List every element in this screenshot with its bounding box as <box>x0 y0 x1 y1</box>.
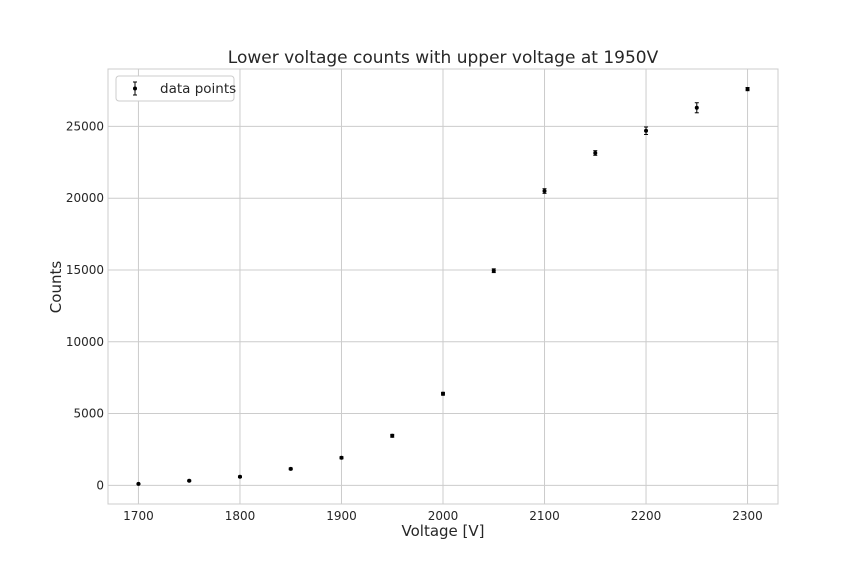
point-marker <box>187 478 192 483</box>
x-tick-labels: 1700 1800 1900 2000 2100 2200 2300 <box>123 509 763 523</box>
legend-label: data points <box>160 81 236 97</box>
point-marker <box>694 105 699 110</box>
point-marker <box>288 466 293 471</box>
data-point <box>288 466 293 471</box>
data-point <box>644 126 649 135</box>
legend-marker-icon <box>133 81 137 96</box>
point-marker <box>593 150 598 155</box>
plot-frame <box>107 68 779 505</box>
y-tick-labels: 0 5000 10000 15000 20000 25000 <box>66 119 104 492</box>
data-point <box>593 150 598 156</box>
y-axis-label: Counts <box>47 261 65 314</box>
data-point <box>491 268 496 274</box>
x-tick-label: 1800 <box>225 509 256 523</box>
grid <box>108 69 778 504</box>
point-marker <box>441 391 445 396</box>
point-marker <box>390 433 395 438</box>
y-tick-label: 25000 <box>66 119 104 133</box>
y-tick-label: 5000 <box>73 407 104 421</box>
x-tick-label: 1700 <box>123 509 154 523</box>
data-point <box>745 87 750 92</box>
chart-title: Lower voltage counts with upper voltage … <box>228 48 659 68</box>
point-marker <box>644 128 649 133</box>
point-marker <box>339 455 344 460</box>
y-tick-label: 20000 <box>66 191 104 205</box>
legend: data points <box>115 75 236 102</box>
y-tick-label: 15000 <box>66 263 104 277</box>
x-tick-label: 2000 <box>428 509 459 523</box>
y-tick-label: 0 <box>96 478 104 492</box>
x-axis-label: Voltage [V] <box>402 522 485 540</box>
data-point <box>136 481 141 486</box>
data-point <box>441 391 445 396</box>
y-tick-label: 10000 <box>66 335 104 349</box>
x-tick-label: 2200 <box>631 509 662 523</box>
data-point <box>339 455 344 460</box>
data-point <box>237 474 242 479</box>
x-tick-label: 2300 <box>732 509 763 523</box>
data-series <box>136 87 750 486</box>
point-marker <box>136 481 141 486</box>
x-tick-label: 2100 <box>529 509 560 523</box>
point-marker <box>491 268 496 273</box>
data-point <box>390 433 395 438</box>
point-marker <box>745 87 750 92</box>
legend-box <box>115 75 235 102</box>
point-marker <box>542 189 547 194</box>
data-point <box>694 102 699 114</box>
point-marker <box>237 474 242 479</box>
data-point <box>542 188 547 194</box>
data-point <box>187 478 192 483</box>
x-tick-label: 1900 <box>326 509 357 523</box>
